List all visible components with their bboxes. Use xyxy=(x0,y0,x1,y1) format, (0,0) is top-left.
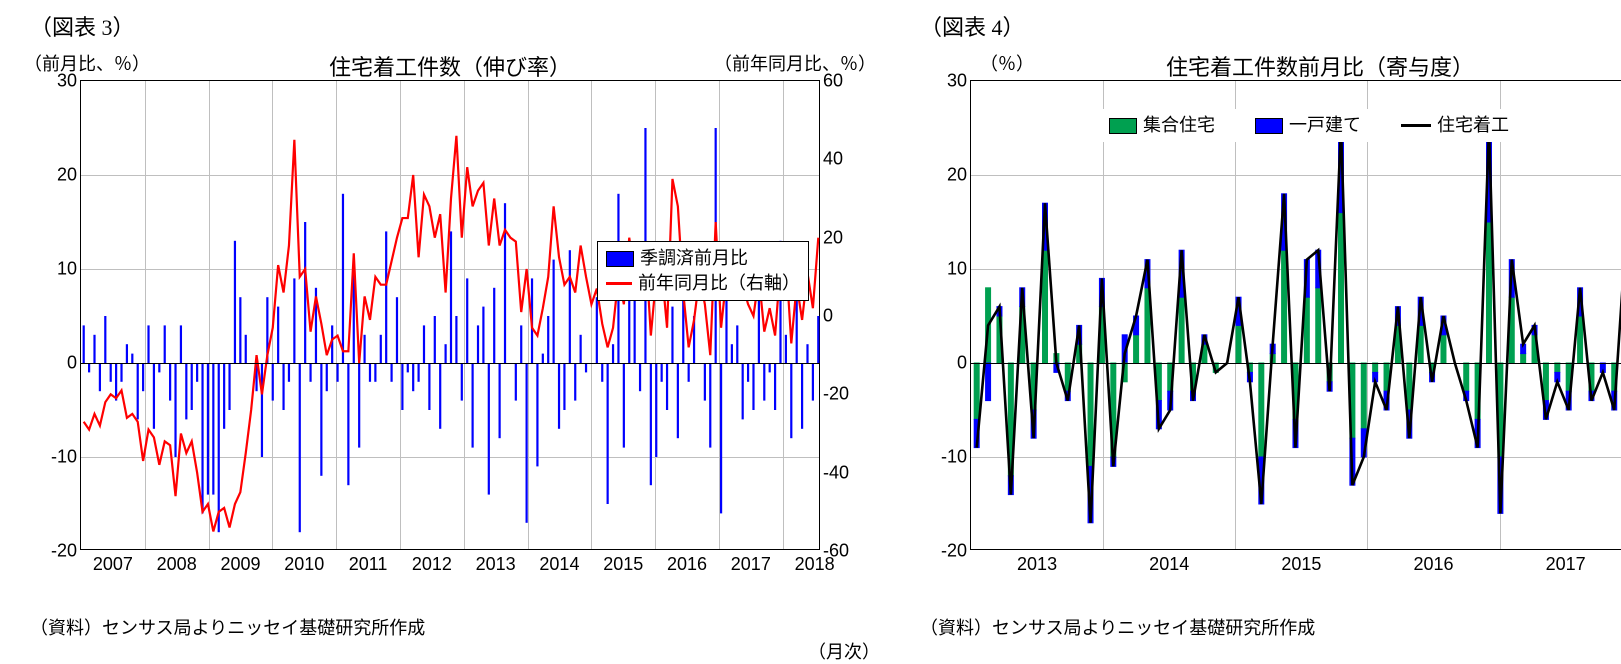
chart4-ytick: 10 xyxy=(923,259,967,280)
chart4-wrap: （％） 住宅着工件数前月比（寄与度） -20-10010203020132014… xyxy=(910,44,1621,610)
chart3-ytick-r: 0 xyxy=(823,306,867,327)
fig4-label: （図表 4） xyxy=(920,10,1621,42)
chart3-xtick: 2010 xyxy=(284,554,324,575)
chart4-xtick: 2016 xyxy=(1413,554,1453,575)
chart3-plot: -20-100102030-60-40-20020406020072008200… xyxy=(80,80,820,550)
chart4-ytick: 0 xyxy=(923,353,967,374)
chart3-ytick-l: 20 xyxy=(33,165,77,186)
chart3-ytick-l: 10 xyxy=(33,259,77,280)
chart3-xunit: （月次） xyxy=(808,638,880,664)
chart3-ytick-r: -20 xyxy=(823,384,867,405)
chart3-ytick-r: -40 xyxy=(823,462,867,483)
panels: （図表 3） （前月比、％） 住宅着工件数（伸び率） （前年同月比、％） -20… xyxy=(20,10,1601,640)
chart4-ytick: 20 xyxy=(923,165,967,186)
panel-fig3: （図表 3） （前月比、％） 住宅着工件数（伸び率） （前年同月比、％） -20… xyxy=(20,10,880,640)
fig3-label: （図表 3） xyxy=(30,10,880,42)
chart3-legend: 季調済前月比前年同月比（右軸） xyxy=(597,241,809,301)
chart3-xtick: 2011 xyxy=(349,554,388,575)
chart4-legend: 集合住宅一戸建て住宅着工 xyxy=(1101,109,1517,142)
chart3-xtick: 2017 xyxy=(731,554,771,575)
chart3-ytick-l: 0 xyxy=(33,353,77,374)
chart3-xtick: 2009 xyxy=(220,554,260,575)
chart4-svg xyxy=(971,81,1621,551)
chart3-xtick: 2012 xyxy=(412,554,452,575)
chart4-xtick: 2017 xyxy=(1546,554,1586,575)
chart4-ytick: -20 xyxy=(923,541,967,562)
chart3-xtick: 2008 xyxy=(157,554,197,575)
chart3-source: （資料）センサス局よりニッセイ基礎研究所作成 xyxy=(30,614,880,640)
chart3-xtick: 2018 xyxy=(795,554,835,575)
chart3-ytick-r: 60 xyxy=(823,71,867,92)
chart3-ytick-r: 20 xyxy=(823,227,867,248)
chart4-ytick: -10 xyxy=(923,447,967,468)
chart4-plot: -20-100102030201320142015201620172018集合住… xyxy=(970,80,1621,550)
page: （図表 3） （前月比、％） 住宅着工件数（伸び率） （前年同月比、％） -20… xyxy=(0,0,1621,587)
chart3-svg xyxy=(81,81,821,551)
chart3-xtick: 2007 xyxy=(93,554,133,575)
chart3-wrap: （前月比、％） 住宅着工件数（伸び率） （前年同月比、％） -20-100102… xyxy=(20,44,880,610)
chart3-ytick-l: -20 xyxy=(33,541,77,562)
chart3-xtick: 2015 xyxy=(603,554,643,575)
chart3-xtick: 2014 xyxy=(539,554,579,575)
chart3-ytick-l: 30 xyxy=(33,71,77,92)
chart4-ytick: 30 xyxy=(923,71,967,92)
chart3-ytick-r: 40 xyxy=(823,149,867,170)
panel-fig4: （図表 4） （％） 住宅着工件数前月比（寄与度） -20-1001020302… xyxy=(910,10,1621,640)
chart3-xtick: 2013 xyxy=(476,554,516,575)
chart3-xtick: 2016 xyxy=(667,554,707,575)
chart4-source: （資料）センサス局よりニッセイ基礎研究所作成 xyxy=(920,614,1621,640)
chart3-ytick-l: -10 xyxy=(33,447,77,468)
chart4-xtick: 2014 xyxy=(1149,554,1189,575)
chart4-xtick: 2015 xyxy=(1281,554,1321,575)
chart4-title: 住宅着工件数前月比（寄与度） xyxy=(910,50,1621,82)
chart4-xtick: 2013 xyxy=(1017,554,1057,575)
